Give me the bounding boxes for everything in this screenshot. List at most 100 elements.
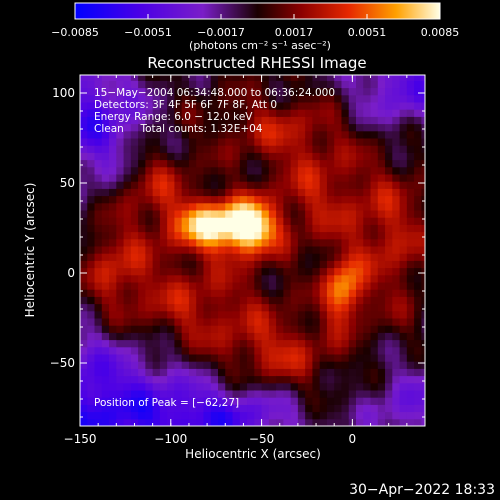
heatmap-cell (130, 354, 139, 362)
heatmap-cell (210, 267, 219, 276)
heatmap-cell (181, 282, 190, 290)
heatmap-cell (305, 253, 313, 261)
heatmap-cell (116, 375, 125, 384)
heatmap-cell (247, 404, 255, 413)
heatmap-cell (225, 354, 234, 362)
heatmap-cell (276, 361, 284, 369)
heatmap-cell (123, 296, 132, 305)
heatmap-cell (94, 274, 103, 283)
heatmap-cell (196, 231, 204, 240)
heatmap-cell (116, 224, 125, 233)
heatmap-cell (363, 102, 372, 110)
heatmap-cell (225, 202, 234, 211)
heatmap-cell (116, 318, 125, 326)
heatmap-cell (399, 346, 408, 355)
heatmap-cell (370, 382, 379, 391)
heatmap-cell (377, 210, 386, 218)
heatmap-cell (348, 224, 357, 233)
heatmap-cell (218, 246, 226, 254)
heatmap-cell (406, 188, 415, 197)
heatmap-cell (109, 138, 117, 146)
heatmap-cell (203, 145, 212, 153)
heatmap-cell (254, 267, 263, 276)
heatmap-cell (145, 253, 154, 261)
heatmap-cell (326, 152, 335, 161)
heatmap-cell (363, 418, 372, 426)
heatmap-cell (348, 411, 357, 420)
heatmap-cell (109, 231, 117, 240)
heatmap-cell (326, 94, 335, 103)
heatmap-cell (225, 361, 234, 369)
heatmap-cell (312, 109, 321, 117)
heatmap-cell (421, 87, 425, 96)
heatmap-cell (254, 418, 263, 426)
heatmap-cell (130, 418, 139, 426)
heatmap-cell (247, 210, 255, 218)
heatmap-cell (167, 102, 175, 110)
heatmap-cell (247, 109, 255, 117)
heatmap-cell (421, 145, 425, 153)
heatmap-cell (421, 296, 425, 305)
heatmap-cell (297, 145, 306, 153)
heatmap-cell (326, 375, 335, 384)
heatmap-cell (392, 195, 401, 204)
heatmap-cell (312, 368, 321, 377)
heatmap-cell (145, 325, 154, 333)
heatmap-cell (283, 80, 292, 89)
heatmap-cell (188, 109, 197, 117)
heatmap-cell (188, 332, 197, 341)
heatmap-cell (159, 368, 168, 377)
heatmap-cell (385, 354, 393, 362)
heatmap-cell (225, 411, 234, 420)
heatmap-cell (188, 361, 197, 369)
heatmap-cell (123, 145, 132, 153)
heatmap-cell (334, 210, 342, 218)
heatmap-cell (421, 375, 425, 384)
heatmap-cell (152, 188, 161, 197)
heatmap-cell (101, 130, 110, 139)
heatmap-cell (421, 418, 425, 426)
heatmap-cell (297, 368, 306, 377)
heatmap-cell (290, 123, 299, 132)
heatmap-cell (116, 382, 125, 391)
heatmap-cell (247, 375, 255, 384)
heatmap-cell (203, 116, 212, 125)
heatmap-cell (406, 282, 415, 290)
heatmap-cell (181, 303, 190, 312)
heatmap-cell (145, 274, 154, 283)
heatmap-cell (159, 224, 168, 233)
heatmap-cell (203, 188, 212, 197)
heatmap-cell (377, 181, 386, 189)
heatmap-cell (210, 368, 219, 377)
heatmap-cell (261, 289, 270, 297)
heatmap-cell (196, 289, 204, 297)
heatmap-cell (363, 123, 372, 132)
heatmap-cell (305, 289, 313, 297)
heatmap-cell (254, 195, 263, 204)
heatmap-cell (261, 195, 270, 204)
heatmap-cell (87, 159, 96, 168)
heatmap-cell (181, 238, 190, 247)
heatmap-cell (130, 253, 139, 261)
heatmap-cell (145, 159, 154, 168)
heatmap-cell (290, 145, 299, 153)
heatmap-cell (138, 325, 146, 333)
heatmap-cell (334, 361, 342, 369)
annotation-clean-counts: Clean Total counts: 1.32E+04 (94, 123, 263, 135)
heatmap-cell (268, 267, 277, 276)
heatmap-cell (348, 188, 357, 197)
heatmap-cell (123, 174, 132, 182)
heatmap-cell (312, 289, 321, 297)
heatmap-cell (196, 217, 204, 225)
heatmap-cell (130, 94, 139, 103)
heatmap-cell (385, 260, 393, 269)
heatmap-cell (218, 109, 226, 117)
heatmap-cell (188, 404, 197, 413)
heatmap-cell (181, 159, 190, 168)
heatmap-cell (348, 138, 357, 146)
heatmap-cell (290, 202, 299, 211)
heatmap-cell (290, 246, 299, 254)
heatmap-cell (152, 289, 161, 297)
heatmap-cell (188, 231, 197, 240)
heatmap-cell (239, 404, 248, 413)
